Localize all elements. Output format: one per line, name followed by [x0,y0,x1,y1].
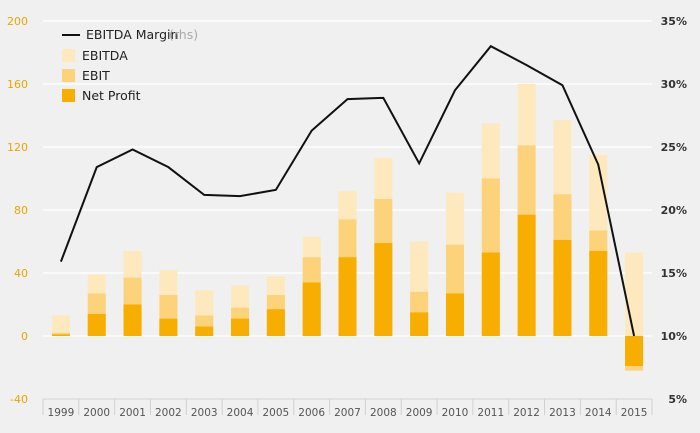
y-tick-label: 40 [14,267,28,280]
y-tick-label: 160 [7,78,28,91]
legend-label-net-profit: Net Profit [82,88,141,103]
legend-swatch-net-profit [62,89,75,102]
bar-net-profit [87,313,106,336]
y2-tick-label: 25% [661,141,687,154]
y-tick-label: 200 [7,15,28,28]
x-tick-label: 2015 [621,407,648,419]
bar-net-profit [517,214,536,336]
bar-net-profit [338,257,357,336]
x-tick-label: 2008 [370,407,397,419]
bar-net-profit [266,309,285,336]
x-tick-label: 1999 [48,407,75,419]
x-tick-label: 2002 [155,407,182,419]
x-tick-label: 2000 [83,407,110,419]
bar-ebitda [51,315,70,336]
x-tick-label: 2012 [513,407,540,419]
bar-net-profit [410,312,429,336]
bar-net-profit [553,239,572,336]
x-tick-label: 2010 [442,407,469,419]
y-tick-label: 0 [21,330,28,343]
x-tick-label: 2011 [477,407,504,419]
bar-net-profit [51,334,70,336]
y2-tick-label: 30% [661,78,687,91]
legend-label-ebitda: EBITDA [82,48,128,63]
x-tick-label: 2004 [227,407,254,419]
axes: -40 0 40 80 120 160 200 5% 10% 15% 20% 25% 30% 35% 199… [7,15,687,419]
y-tick-label: 120 [7,141,28,154]
y2-tick-label: 35% [661,15,687,28]
x-tick-label: 2005 [262,407,289,419]
y2-tick-label: 20% [661,204,687,217]
legend: EBITDA Margin (rhs) EBITDA EBIT Net Prof… [62,27,198,103]
bars [51,84,644,371]
legend-label-margin-note: (rhs) [169,27,198,42]
y-tick-label: 80 [14,204,28,217]
legend-label-margin: EBITDA Margin [86,27,178,42]
y2-tick-label: 10% [661,330,687,343]
legend-swatch-ebitda [62,49,75,62]
bar-net-profit [231,318,250,336]
x-tick-label: 2013 [549,407,576,419]
margin-line-layer [59,44,636,337]
x-tick-label: 2001 [119,407,146,419]
y2-tick-label: 15% [661,267,687,280]
legend-swatch-ebit [62,69,75,82]
bar-net-profit [481,252,500,336]
bar-ebitda [625,252,644,336]
legend-label-ebit: EBIT [82,68,110,83]
x-tick-label: 2007 [334,407,361,419]
x-tick-label: 2003 [191,407,218,419]
bar-net-profit [374,243,393,336]
y-tick-label: -40 [10,393,28,406]
x-tick-label: 2006 [298,407,325,419]
bar-net-profit [123,304,142,336]
bar-net-profit [625,336,644,366]
ebitda-margin-line [59,44,636,337]
y2-tick-label: 5% [668,393,687,406]
x-tick-label: 2009 [406,407,433,419]
bar-net-profit [445,293,464,336]
bar-net-profit [589,250,608,336]
x-tick-label: 2014 [585,407,612,419]
bar-net-profit [195,326,214,336]
bar-net-profit [159,318,178,336]
bar-net-profit [302,282,321,336]
